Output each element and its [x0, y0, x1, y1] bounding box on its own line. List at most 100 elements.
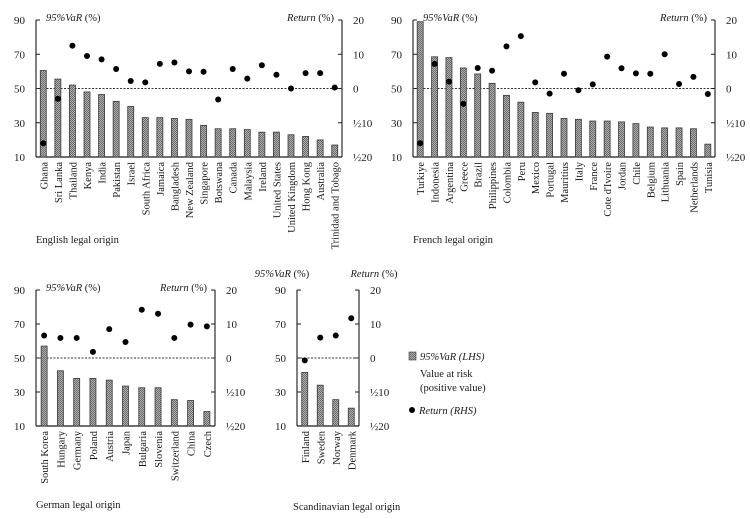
- category-label-peru: Peru: [517, 161, 528, 181]
- category-label-united-states: United States: [272, 162, 283, 218]
- var-bar-canada: [229, 128, 237, 158]
- category-label-hong-kong: Hong Kong: [302, 161, 313, 211]
- left-tick-label: 10: [391, 152, 403, 164]
- legend-var-label: 95%VaR (LHS): [420, 352, 485, 363]
- return-dot-hong-kong: [302, 70, 309, 77]
- category-label-france: France: [589, 162, 600, 191]
- return-dot-malaysia: [244, 75, 251, 82]
- var-bar-france: [589, 120, 597, 158]
- category-label-chile: Chile: [632, 162, 643, 185]
- return-dot-greece: [460, 100, 467, 107]
- return-dot-singapore: [200, 68, 207, 75]
- var-bar-cote-d-ivoire: [603, 120, 611, 158]
- category-label-canada: Canada: [229, 162, 240, 194]
- return-dot-jordan: [618, 65, 625, 72]
- var-bar-australia: [316, 139, 324, 158]
- var-bar-belgium: [646, 126, 654, 158]
- right-tick-label: ½20: [370, 421, 390, 433]
- category-label-cote-d-ivoire: Cote d'Ivoire: [603, 162, 614, 217]
- right-axis-title: Return (%): [159, 283, 207, 294]
- return-dot-italy: [575, 87, 582, 94]
- var-bar-united-kingdom: [287, 134, 295, 158]
- right-tick-label: 20: [370, 285, 382, 297]
- right-tick-label: ½20: [226, 421, 246, 433]
- var-bar-hong-kong: [302, 136, 309, 158]
- category-label-slovenia: Slovenia: [154, 431, 165, 468]
- return-dot-switzerland: [171, 334, 178, 341]
- var-bar-finland: [301, 372, 309, 427]
- return-dot-kenya: [84, 52, 90, 59]
- legend-var-note-line1: Value at risk: [420, 369, 473, 380]
- category-label-philippines: Philippines: [488, 162, 499, 209]
- var-bar-mexico: [531, 112, 539, 158]
- return-dot-brazil: [474, 64, 481, 71]
- return-dot-colombia: [503, 43, 510, 50]
- category-label-united-kingdom: United Kingdom: [287, 162, 298, 233]
- var-bar-netherlands: [690, 128, 697, 158]
- return-dot-netherlands: [690, 73, 697, 80]
- return-dot-canada: [229, 65, 236, 72]
- category-label-netherlands: Netherlands: [689, 162, 700, 213]
- category-label-mexico: Mexico: [531, 162, 542, 194]
- category-label-portugal: Portugal: [546, 162, 557, 198]
- var-bar-trinidad-and-tobago: [331, 144, 339, 158]
- var-bar-lithuania: [661, 127, 669, 158]
- return-dot-turkiye: [417, 140, 424, 147]
- category-label-bangladesh: Bangladesh: [170, 161, 181, 211]
- category-label-austria: Austria: [105, 431, 116, 462]
- left-tick-label: 70: [14, 49, 26, 61]
- return-dot-china: [187, 321, 194, 328]
- right-tick-label: ½20: [726, 152, 746, 164]
- return-dot-germany: [73, 334, 80, 341]
- panel-german-legal-origin: 90 70 50 30 10 20 10 0 ½10 ½20 95%VaR (%) Return (%…: [14, 283, 246, 511]
- return-dot-ghana: [40, 140, 47, 147]
- return-dot-indonesia: [431, 60, 438, 67]
- left-tick-label: 50: [14, 353, 26, 365]
- return-dot-south-africa: [142, 79, 149, 86]
- var-bar-jamaica: [156, 117, 164, 158]
- return-dot-cote-d-ivoire: [604, 53, 611, 60]
- var-bar-bangladesh: [171, 118, 178, 158]
- return-dot-finland: [301, 357, 308, 364]
- category-label-colombia: Colombia: [502, 162, 513, 204]
- var-bar-indonesia: [431, 56, 438, 158]
- return-dot-portugal: [546, 90, 553, 97]
- return-dot-jamaica: [156, 60, 163, 67]
- category-label-poland: Poland: [89, 430, 100, 460]
- return-dot-argentina: [445, 78, 452, 85]
- var-bar-hungary: [57, 370, 64, 427]
- var-bar-spain: [675, 127, 683, 158]
- return-dot-peru: [517, 33, 524, 40]
- legend-return-label: Return (RHS): [418, 406, 477, 417]
- var-bar-greece: [459, 67, 467, 158]
- var-bar-colombia: [503, 94, 510, 158]
- right-tick-label: ½10: [353, 118, 373, 130]
- left-axis-unit: (%): [85, 283, 101, 294]
- var-bar-china: [187, 400, 194, 427]
- category-label-india: India: [98, 162, 109, 184]
- left-tick-label: 90: [14, 285, 26, 297]
- return-dot-tunisia: [704, 90, 711, 97]
- category-label-israel: Israel: [127, 162, 138, 185]
- left-axis-title: 95%VaR (%): [255, 269, 310, 280]
- return-dot-trinidad-and-tobago: [331, 84, 338, 91]
- right-tick-label: 10: [353, 49, 365, 61]
- return-dot-spain: [676, 81, 683, 88]
- var-bar-sweden: [316, 384, 324, 427]
- left-axis-title: 95%VaR (%): [46, 13, 101, 24]
- category-label-sweden: Sweden: [316, 430, 327, 464]
- var-bar-philippines: [488, 82, 496, 158]
- category-label-hungary: Hungary: [56, 430, 67, 467]
- left-tick-label: 50: [275, 353, 287, 365]
- panel-title: Scandinavian legal origin: [293, 502, 401, 513]
- var-bar-kenya: [83, 91, 91, 158]
- var-bar-peru: [517, 101, 525, 158]
- var-bar-tunisia: [704, 143, 712, 158]
- return-dot-israel: [127, 77, 134, 84]
- left-axis-unit: (%): [85, 13, 101, 24]
- category-label-pakistan: Pakistan: [112, 161, 123, 197]
- left-tick-label: 70: [275, 319, 287, 331]
- var-bar-israel: [127, 106, 135, 158]
- right-tick-label: 20: [226, 285, 238, 297]
- var-bar-austria: [105, 379, 113, 427]
